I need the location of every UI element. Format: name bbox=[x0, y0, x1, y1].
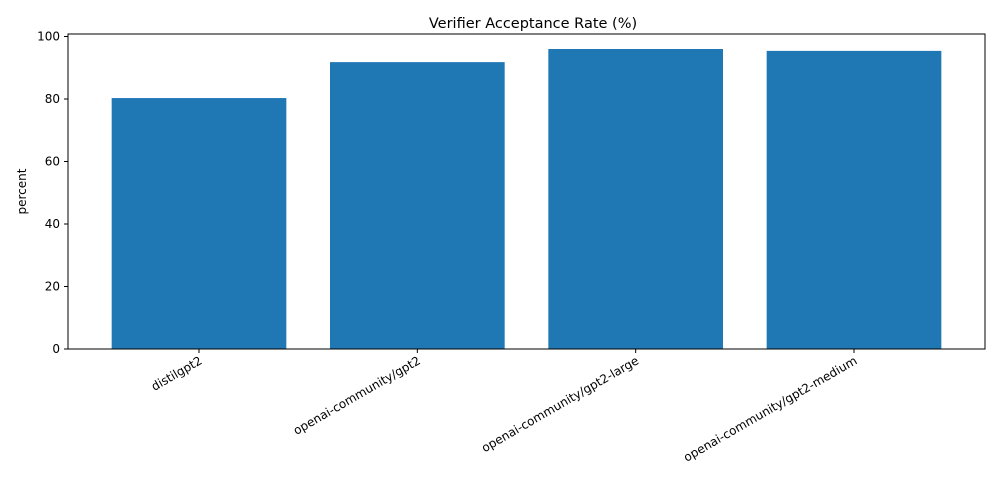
bar-1 bbox=[330, 62, 505, 350]
y-tick-label-3: 60 bbox=[45, 155, 60, 169]
x-tick-label-3: openai-community/gpt2-medium bbox=[681, 353, 859, 464]
y-tick-label-1: 20 bbox=[45, 280, 60, 294]
y-axis-label: percent bbox=[15, 168, 29, 214]
x-tick-label-2: openai-community/gpt2-large bbox=[479, 353, 641, 455]
bar-3 bbox=[766, 50, 942, 350]
chart-title: Verifier Acceptance Rate (%) bbox=[429, 16, 637, 32]
plot-frame bbox=[67, 33, 986, 350]
bar-0 bbox=[111, 98, 287, 349]
x-tick-label-0: distilgpt2 bbox=[149, 353, 205, 393]
bars-group bbox=[111, 49, 942, 350]
y-axis: 0 20 40 60 80 100 bbox=[37, 30, 68, 356]
x-axis: distilgpt2 openai-community/gpt2 openai-co… bbox=[149, 349, 860, 465]
y-tick-label-4: 80 bbox=[45, 92, 60, 106]
bar-2 bbox=[548, 49, 723, 349]
x-tick-label-1: openai-community/gpt2 bbox=[291, 353, 423, 437]
y-tick-label-2: 40 bbox=[45, 217, 60, 231]
y-tick-label-5: 100 bbox=[37, 30, 60, 44]
y-tick-label-0: 0 bbox=[52, 342, 60, 356]
